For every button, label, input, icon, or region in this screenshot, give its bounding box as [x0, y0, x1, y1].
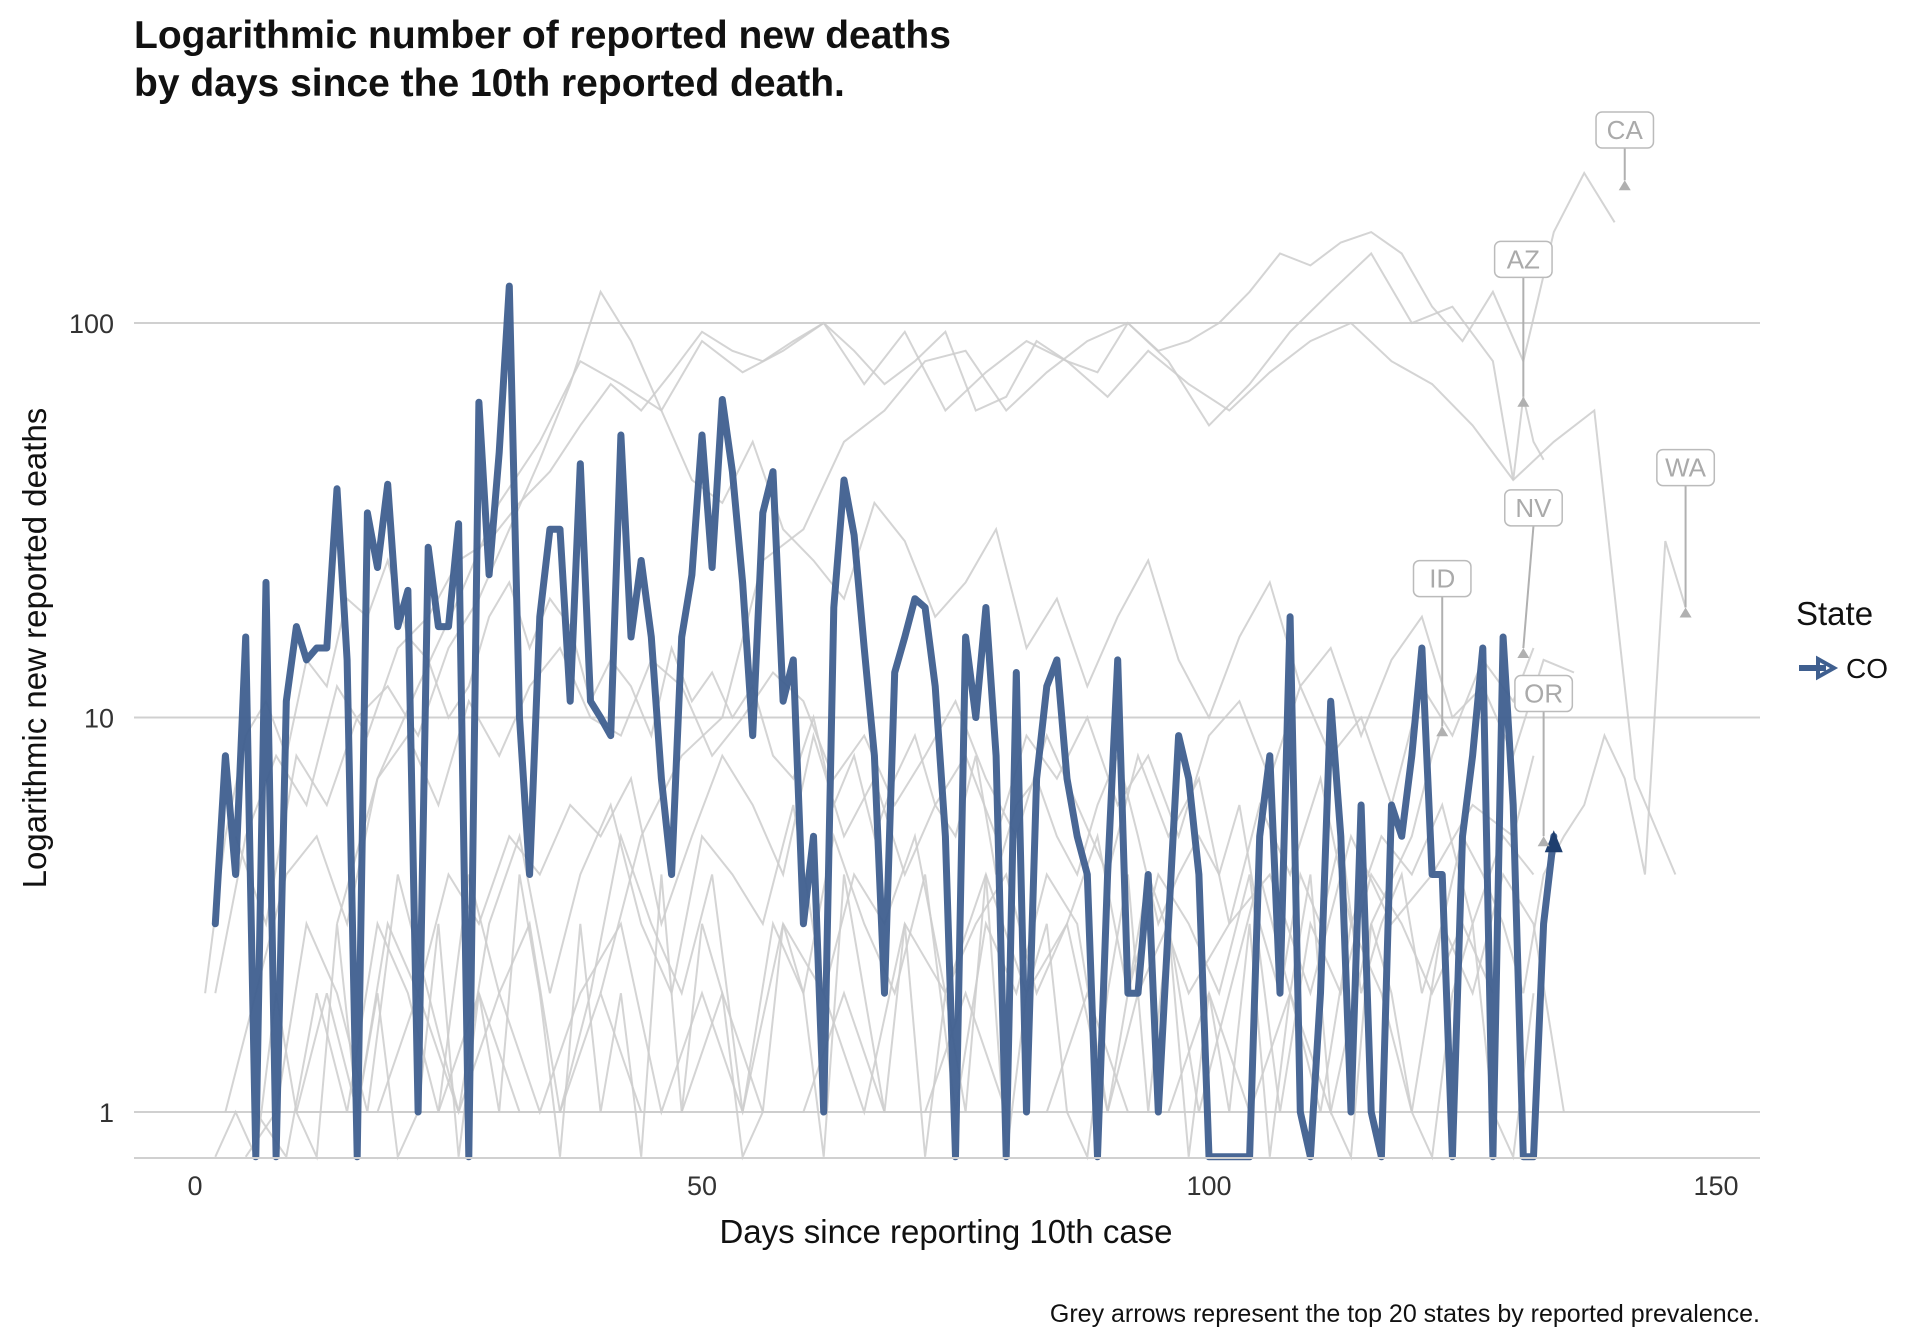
annotation-label-wa: WA: [1665, 453, 1707, 483]
state-annotation-wa: WA: [1656, 448, 1716, 618]
annotation-label-id: ID: [1429, 564, 1455, 594]
background-series-line-id: [397, 725, 1444, 1116]
annotation-box-id: [1412, 559, 1472, 598]
legend-co-swatch-arrow: [1816, 655, 1839, 681]
state-annotation-id: ID: [1412, 559, 1472, 737]
annotation-arrowhead-or: [1537, 836, 1550, 847]
annotation-box-ca: [1595, 111, 1655, 149]
annotation-label-ca: CA: [1607, 115, 1644, 145]
y-axis-title: Logarithmic new reported deaths: [16, 408, 53, 889]
background-series-line-ca: [214, 170, 1616, 994]
x-tick-label-100: 100: [1186, 1171, 1231, 1201]
annotation-label-nv: NV: [1515, 493, 1552, 523]
background-series-line-7: [224, 646, 1535, 1113]
chart-title-line-1: Logarithmic number of reported new death…: [134, 14, 951, 57]
annotation-arrow-nv: [1522, 525, 1535, 649]
chart-title-line-2: by days since the 10th reported death.: [134, 62, 845, 105]
x-tick-label-50: 50: [687, 1171, 717, 1201]
legend-title: State: [1796, 595, 1873, 632]
state-annotation-az: AZ: [1493, 240, 1553, 407]
annotation-box-wa: [1656, 448, 1716, 487]
x-tick-label-0: 0: [187, 1171, 202, 1201]
annotation-arrowhead-wa: [1679, 607, 1692, 618]
annotation-arrowhead-ca: [1618, 180, 1631, 191]
x-tick-label-150: 150: [1693, 1171, 1738, 1201]
state-annotations: CA AZ WA NV ID OR: [1412, 111, 1716, 847]
annotation-box-nv: [1504, 489, 1563, 527]
background-series-line-11: [214, 874, 1535, 1161]
chart-caption: Grey arrows represent the top 20 states …: [1050, 1300, 1760, 1328]
y-tick-label-1: 1: [99, 1098, 114, 1128]
annotation-box-az: [1493, 240, 1553, 279]
y-tick-label-100: 100: [69, 309, 114, 339]
series-line-co: [211, 282, 1558, 1161]
annotation-arrowhead-id: [1436, 726, 1449, 737]
annotation-box-or: [1514, 674, 1574, 713]
state-annotation-or: OR: [1514, 674, 1574, 847]
annotation-arrowhead-nv: [1517, 648, 1530, 659]
legend: State CO: [1796, 595, 1888, 684]
state-annotation-ca: CA: [1595, 111, 1655, 191]
series-arrowhead-co: [1544, 830, 1563, 853]
tick-labels: 1 10 100 0 50 100 150: [69, 309, 1739, 1201]
x-axis-title: Days since reporting 10th case: [719, 1213, 1172, 1250]
y-tick-label-10: 10: [84, 704, 114, 734]
background-series-line-9: [336, 321, 1677, 925]
legend-entry-co: CO: [1846, 653, 1888, 684]
highlight-series-group: [211, 282, 1563, 1161]
annotation-arrowhead-az: [1517, 396, 1530, 407]
state-annotation-nv: NV: [1504, 489, 1563, 659]
annotation-label-az: AZ: [1507, 244, 1540, 274]
annotation-label-or: OR: [1524, 679, 1563, 709]
